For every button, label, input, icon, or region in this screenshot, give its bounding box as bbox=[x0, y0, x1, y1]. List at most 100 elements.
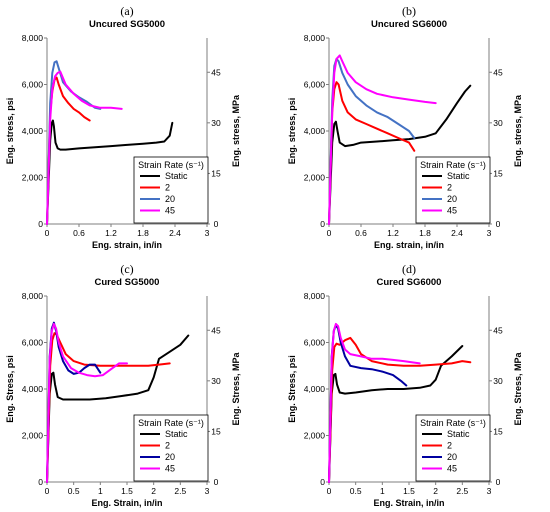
y2-tick-label: 30 bbox=[493, 118, 503, 128]
legend-box bbox=[415, 156, 491, 224]
series-line-2 bbox=[328, 81, 416, 225]
series-line-2 bbox=[328, 336, 472, 483]
legend-entry: 45 bbox=[447, 206, 457, 216]
legend-box bbox=[415, 414, 491, 482]
y2-tick-label: 45 bbox=[211, 325, 221, 335]
legend: Strain Rate (s⁻¹)Static 220 45 bbox=[415, 156, 491, 224]
x-tick-label: 2 bbox=[151, 486, 156, 496]
chart-title: Cured SG5000 bbox=[95, 277, 160, 288]
series-line-45 bbox=[328, 322, 421, 483]
legend-entry: 2 bbox=[165, 183, 170, 193]
y2-tick-label: 15 bbox=[493, 426, 503, 436]
series-line-2 bbox=[46, 332, 171, 483]
legend-entry: Static bbox=[165, 429, 188, 439]
series-line-45 bbox=[46, 322, 128, 483]
legend-entry: 45 bbox=[165, 206, 175, 216]
y2-tick-label: 45 bbox=[493, 325, 503, 335]
y-tick-label: 4,000 bbox=[304, 384, 326, 394]
x-axis-label: Eng. strain, in/in bbox=[92, 240, 162, 250]
legend-title: Strain Rate (s⁻¹) bbox=[420, 418, 486, 428]
y-axis-label: Eng. stress, psi bbox=[287, 98, 297, 165]
x-tick-label: 1.8 bbox=[137, 228, 149, 238]
y2-axis-label: Eng. Stress, MPa bbox=[513, 351, 523, 425]
legend-entry: 2 bbox=[447, 183, 452, 193]
y-tick-label: 0 bbox=[320, 219, 325, 229]
y2-tick-label: 0 bbox=[496, 219, 501, 229]
y2-tick-label: 30 bbox=[493, 376, 503, 386]
series-line-static bbox=[328, 84, 472, 225]
panel-letter: (d) bbox=[402, 262, 416, 276]
legend-entry: 20 bbox=[447, 194, 457, 204]
x-axis-label: Eng. Strain, in/in bbox=[91, 498, 162, 508]
panel-letter: (a) bbox=[120, 4, 133, 18]
legend-title: Strain Rate (s⁻¹) bbox=[420, 160, 486, 170]
x-tick-label: 1 bbox=[98, 486, 103, 496]
legend-title: Strain Rate (s⁻¹) bbox=[138, 160, 204, 170]
y2-tick-label: 30 bbox=[211, 376, 221, 386]
y2-tick-label: 0 bbox=[214, 219, 219, 229]
legend-entry: 20 bbox=[165, 452, 175, 462]
x-tick-label: 3 bbox=[205, 486, 210, 496]
legend-entry: 20 bbox=[165, 194, 175, 204]
y2-tick-label: 15 bbox=[493, 168, 503, 178]
chart-title: Uncured SG6000 bbox=[371, 19, 447, 30]
chart-title: Cured SG6000 bbox=[377, 277, 442, 288]
y-tick-label: 8,000 bbox=[22, 33, 44, 43]
x-tick-label: 2 bbox=[433, 486, 438, 496]
legend-entry: 45 bbox=[165, 464, 175, 474]
y-tick-label: 8,000 bbox=[304, 33, 326, 43]
x-tick-label: 0.6 bbox=[355, 228, 367, 238]
y-tick-label: 4,000 bbox=[22, 126, 44, 136]
x-tick-label: 2.5 bbox=[174, 486, 186, 496]
x-axis-label: Eng. strain, in/in bbox=[374, 240, 444, 250]
y-tick-label: 4,000 bbox=[22, 384, 44, 394]
legend-entry: Static bbox=[447, 429, 470, 439]
y2-tick-label: 30 bbox=[211, 118, 221, 128]
y-tick-label: 8,000 bbox=[22, 291, 44, 301]
legend: Strain Rate (s⁻¹)Static 220 45 bbox=[133, 156, 209, 224]
y-axis-label: Eng. Stress, psi bbox=[5, 355, 15, 423]
x-tick-label: 3 bbox=[487, 228, 492, 238]
panel-letter: (b) bbox=[402, 4, 416, 18]
y2-tick-label: 15 bbox=[211, 426, 221, 436]
y-tick-label: 2,000 bbox=[304, 431, 326, 441]
y2-tick-label: 0 bbox=[214, 477, 219, 487]
x-tick-label: 1.8 bbox=[419, 228, 431, 238]
y-tick-label: 2,000 bbox=[22, 431, 44, 441]
series-line-20 bbox=[328, 324, 408, 483]
legend-entry: Static bbox=[165, 171, 188, 181]
x-tick-label: 2.5 bbox=[456, 486, 468, 496]
y2-tick-label: 0 bbox=[496, 477, 501, 487]
y-axis-label: Eng. stress, psi bbox=[5, 98, 15, 165]
x-tick-label: 1 bbox=[380, 486, 385, 496]
x-tick-label: 0.5 bbox=[350, 486, 362, 496]
x-axis-label: Eng. Strain, in/in bbox=[373, 498, 444, 508]
chart-title: Uncured SG5000 bbox=[89, 19, 165, 30]
y-tick-label: 8,000 bbox=[304, 291, 326, 301]
x-tick-label: 0 bbox=[45, 228, 50, 238]
x-tick-label: 1.2 bbox=[105, 228, 117, 238]
legend-box bbox=[133, 156, 209, 224]
series-line-static bbox=[328, 345, 464, 483]
series-line-static bbox=[46, 119, 174, 225]
series-line-static bbox=[46, 334, 190, 483]
legend: Strain Rate (s⁻¹)Static 220 45 bbox=[415, 414, 491, 482]
legend-title: Strain Rate (s⁻¹) bbox=[138, 418, 204, 428]
x-tick-label: 1.2 bbox=[387, 228, 399, 238]
legend-entry: Static bbox=[447, 171, 470, 181]
y2-tick-label: 15 bbox=[211, 168, 221, 178]
x-tick-label: 0 bbox=[45, 486, 50, 496]
y-tick-label: 4,000 bbox=[304, 126, 326, 136]
y-tick-label: 0 bbox=[38, 219, 43, 229]
y-tick-label: 2,000 bbox=[304, 173, 326, 183]
series-line-45 bbox=[328, 54, 437, 225]
legend-entry: 2 bbox=[165, 441, 170, 451]
legend-entry: 2 bbox=[447, 441, 452, 451]
series-line-45 bbox=[46, 70, 123, 225]
y2-tick-label: 45 bbox=[211, 67, 221, 77]
x-tick-label: 2.4 bbox=[169, 228, 181, 238]
